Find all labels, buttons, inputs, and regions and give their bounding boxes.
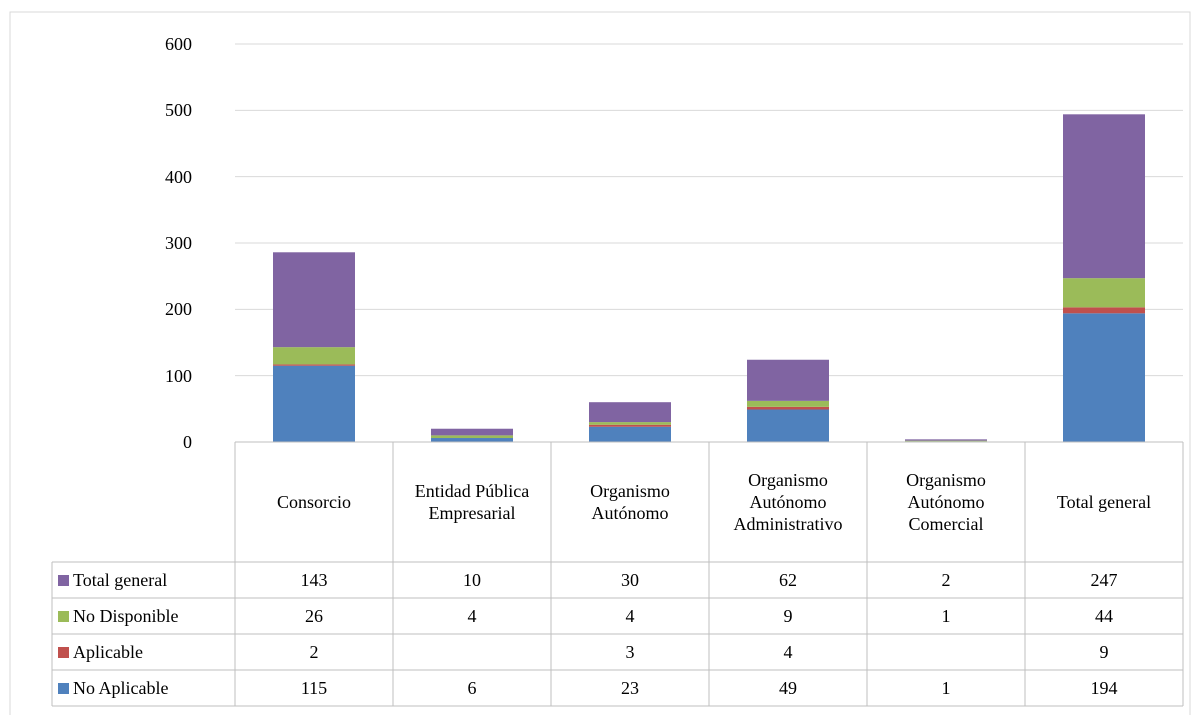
bar-segment [273,364,355,366]
bar-segment [589,424,671,427]
table-value: 10 [463,570,481,590]
legend-swatch [58,610,69,622]
bar-segment [1063,313,1145,442]
table-value: 194 [1090,678,1118,698]
bar-segment [431,438,513,442]
table-value: 23 [621,678,639,698]
table-value: 3 [625,642,635,662]
category-label: Total general [1056,492,1152,512]
bar-segment [905,439,987,441]
legend-swatch [58,646,69,658]
bar-segment [747,400,829,407]
category-label: Organismo Autónomo Administrativo [733,470,843,534]
y-tick-label: 600 [165,34,192,54]
table-value: 247 [1090,570,1118,590]
bar-segment [747,406,829,410]
bar-segment [747,409,829,442]
table-value: 4 [625,606,635,626]
bar-segment [1063,278,1145,308]
bar-segment [589,402,671,423]
table-value: 9 [1099,642,1109,662]
y-tick-label: 500 [165,100,192,121]
bar-segment [273,365,355,442]
table-value: 4 [467,606,477,626]
legend-entry: No Aplicable [52,670,235,706]
legend-label: No Aplicable [73,678,169,698]
bar-segment [273,252,355,348]
legend-entry: No Disponible [52,598,235,634]
table-value: 143 [300,570,328,590]
bar-segment [1063,307,1145,314]
table-value: 115 [300,678,328,698]
bar-segment [431,435,513,439]
table-value: 49 [779,678,797,698]
table-value: 2 [309,642,319,662]
table-value: 30 [621,570,639,590]
table-value: 2 [941,570,951,590]
category-label: Consorcio [277,492,351,512]
category-label: Organismo Autónomo [590,481,670,523]
y-tick-label: 200 [165,299,192,320]
legend-swatch [58,682,69,694]
bar-segment [905,440,987,442]
bar-segment [273,347,355,365]
table-value: 4 [783,642,793,662]
category-label: Entidad Pública Empresarial [414,481,530,523]
chart-frame [9,11,1191,715]
table-value: 6 [467,678,477,698]
table-value: 44 [1095,606,1113,626]
y-tick-label: 100 [165,365,192,386]
legend-entry: Total general [52,562,235,598]
table-value: 9 [783,606,793,626]
legend-entry: Aplicable [52,634,235,670]
table-value: 26 [305,606,323,626]
bar-segment [589,422,671,425]
y-tick-label: 300 [165,233,192,253]
bar-segment [431,428,513,436]
legend-label: Aplicable [73,642,143,662]
bar-segment [747,359,829,401]
bar-segment [589,426,671,442]
bar-segment [1063,114,1145,279]
table-value: 1 [941,606,951,626]
table-value: 1 [941,678,951,698]
legend-label: Total general [73,570,168,590]
y-tick-label: 400 [165,166,192,187]
legend-swatch [58,574,69,586]
table-value: 62 [779,570,797,590]
category-label: Organismo Autónomo Comercial [906,470,986,534]
y-tick-label: 0 [183,432,192,452]
legend-label: No Disponible [73,606,179,626]
